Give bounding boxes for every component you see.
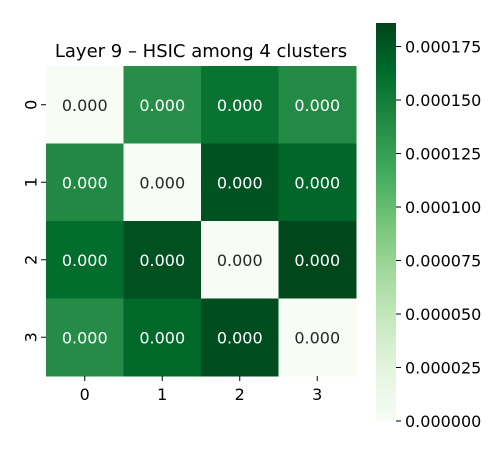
heatmap-cell-0-2 bbox=[201, 66, 279, 144]
colorbar-tick-label-5: 0.000125 bbox=[405, 145, 481, 164]
cell-label-3-2: 0.000 bbox=[217, 328, 263, 347]
colorbar-tick-label-3: 0.000075 bbox=[405, 252, 481, 271]
heatmap-cell-0-1 bbox=[123, 66, 202, 144]
y-tick-label-2: 2 bbox=[22, 255, 41, 265]
heatmap-cell-1-3 bbox=[278, 143, 357, 222]
cell-label-0-1: 0.000 bbox=[139, 96, 185, 115]
y-tick-label-0: 0 bbox=[22, 100, 41, 110]
cell-label-0-3: 0.000 bbox=[294, 96, 340, 115]
cell-label-3-0: 0.000 bbox=[62, 328, 108, 347]
cell-label-2-3: 0.000 bbox=[294, 251, 340, 270]
cell-label-2-0: 0.000 bbox=[62, 251, 108, 270]
heatmap-cell-1-1 bbox=[123, 143, 202, 222]
y-tick-label-1: 1 bbox=[22, 177, 41, 187]
heatmap-cell-0-3 bbox=[278, 66, 357, 144]
x-tick-label-2: 2 bbox=[235, 385, 245, 404]
heatmap-cell-3-3 bbox=[278, 298, 357, 377]
heatmap-cell-3-1 bbox=[123, 298, 202, 377]
cell-label-3-1: 0.000 bbox=[139, 328, 185, 347]
heatmap-cell-3-2 bbox=[201, 298, 279, 377]
cell-label-0-0: 0.000 bbox=[62, 96, 108, 115]
colorbar bbox=[376, 23, 396, 421]
heatmap-cell-2-0 bbox=[46, 221, 124, 299]
heatmap-cells bbox=[46, 66, 357, 377]
colorbar-tick-label-2: 0.000050 bbox=[405, 305, 481, 324]
x-tick-label-3: 3 bbox=[312, 385, 322, 404]
heatmap-cell-2-1 bbox=[123, 221, 202, 299]
x-tick-label-1: 1 bbox=[157, 385, 167, 404]
heatmap-cell-1-0 bbox=[46, 143, 124, 222]
cell-label-2-1: 0.000 bbox=[139, 251, 185, 270]
cell-label-0-2: 0.000 bbox=[217, 96, 263, 115]
colorbar-tick-label-4: 0.000100 bbox=[405, 198, 481, 217]
cell-label-3-3: 0.000 bbox=[294, 328, 340, 347]
colorbar-tick-label-6: 0.000150 bbox=[405, 91, 481, 110]
cell-label-1-1: 0.000 bbox=[139, 173, 185, 192]
heatmap-cell-1-2 bbox=[201, 143, 279, 222]
colorbar-tick-label-1: 0.000025 bbox=[405, 359, 481, 378]
y-tick-label-3: 3 bbox=[22, 332, 41, 342]
heatmap-cell-labels: 0.000 0.000 0.000 0.000 0.000 0.000 0.000 0.000… bbox=[62, 96, 340, 348]
heatmap-cell-3-0 bbox=[46, 298, 124, 377]
cell-label-1-3: 0.000 bbox=[294, 173, 340, 192]
colorbar-tick-label-0: 0.000000 bbox=[405, 412, 481, 431]
x-axis-ticks: 0 1 2 3 bbox=[80, 376, 322, 404]
y-axis-ticks: 0 1 2 3 bbox=[22, 100, 46, 342]
cell-label-1-2: 0.000 bbox=[217, 173, 263, 192]
cell-label-2-2: 0.000 bbox=[217, 251, 263, 270]
heatmap-cell-2-3 bbox=[278, 221, 357, 299]
colorbar-tick-label-7: 0.000175 bbox=[405, 38, 481, 57]
chart-title: Layer 9 – HSIC among 4 clusters bbox=[55, 41, 347, 62]
x-tick-label-0: 0 bbox=[80, 385, 90, 404]
heatmap-cell-0-0 bbox=[46, 66, 124, 144]
cell-label-1-0: 0.000 bbox=[62, 173, 108, 192]
heatmap-cell-2-2 bbox=[201, 221, 279, 299]
colorbar-ticks: 0.000000 0.000025 0.000050 0.000075 0.000100… bbox=[396, 38, 481, 431]
